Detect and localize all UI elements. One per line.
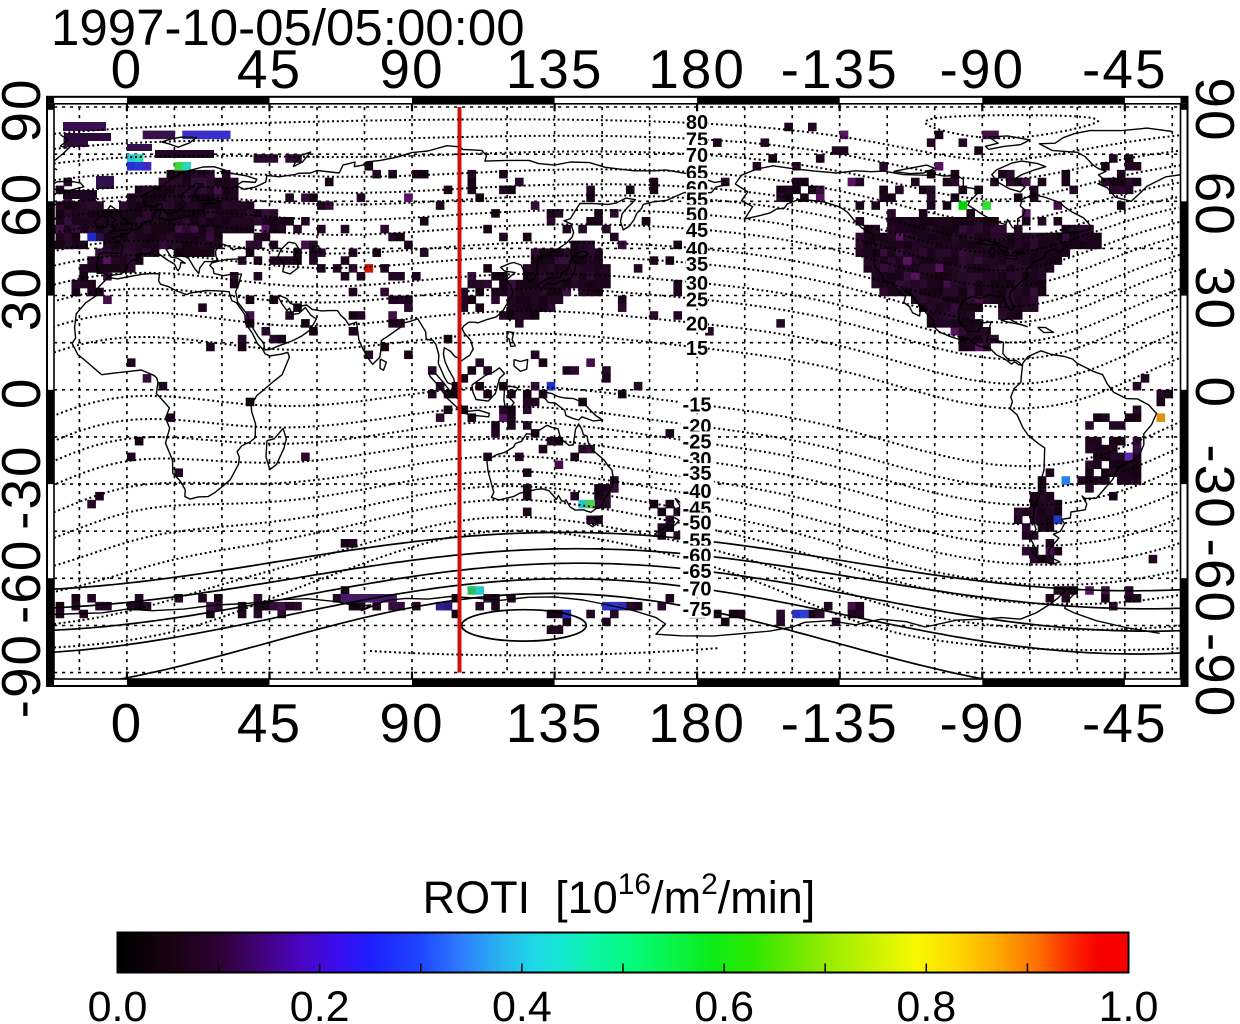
svg-text:90: 90	[0, 77, 52, 142]
svg-text:180: 180	[648, 38, 746, 100]
svg-text:45: 45	[237, 38, 302, 100]
svg-text:0: 0	[111, 692, 144, 754]
svg-text:-30: -30	[0, 444, 52, 529]
svg-text:-65: -65	[683, 561, 712, 583]
svg-text:90: 90	[1184, 77, 1240, 142]
svg-text:180: 180	[648, 692, 746, 754]
svg-text:0.6: 0.6	[694, 983, 754, 1024]
svg-text:30: 30	[0, 266, 52, 331]
svg-text:0: 0	[111, 38, 144, 100]
svg-text:-40: -40	[683, 481, 712, 503]
svg-text:60: 60	[1184, 172, 1240, 237]
svg-text:25: 25	[686, 290, 708, 312]
svg-text:-45: -45	[1082, 692, 1168, 754]
svg-text:-70: -70	[683, 579, 712, 601]
svg-text:0.0: 0.0	[88, 983, 148, 1024]
svg-text:70: 70	[686, 145, 708, 167]
svg-text:1.0: 1.0	[1099, 983, 1159, 1024]
svg-text:-90: -90	[0, 633, 52, 719]
svg-text:30: 30	[1184, 266, 1240, 331]
svg-text:0.8: 0.8	[896, 983, 956, 1024]
svg-text:45: 45	[686, 220, 708, 242]
svg-text:0.4: 0.4	[492, 983, 552, 1024]
svg-text:-15: -15	[683, 395, 712, 417]
svg-text:20: 20	[686, 314, 708, 336]
svg-text:-60: -60	[1184, 539, 1240, 625]
svg-text:-50: -50	[683, 513, 712, 535]
svg-text:135: 135	[506, 692, 604, 754]
svg-text:90: 90	[379, 38, 444, 100]
svg-text:-135: -135	[781, 692, 899, 754]
svg-text:-25: -25	[683, 431, 712, 453]
svg-text:-90: -90	[1184, 633, 1240, 719]
svg-text:80: 80	[686, 112, 708, 134]
svg-text:90: 90	[379, 692, 444, 754]
svg-text:0: 0	[0, 377, 52, 410]
svg-text:-75: -75	[683, 599, 712, 621]
svg-text:1997-10-05/05:00:00: 1997-10-05/05:00:00	[51, 0, 525, 56]
svg-text:-90: -90	[940, 692, 1026, 754]
svg-text:-35: -35	[683, 463, 712, 485]
svg-text:0: 0	[1184, 377, 1240, 410]
svg-text:-45: -45	[1082, 38, 1168, 100]
svg-text:135: 135	[506, 38, 604, 100]
svg-text:45: 45	[237, 692, 302, 754]
svg-text:60: 60	[0, 172, 52, 237]
svg-text:-30: -30	[1184, 444, 1240, 529]
svg-text:0.2: 0.2	[290, 983, 350, 1024]
svg-text:-135: -135	[781, 38, 899, 100]
svg-text:35: 35	[686, 254, 708, 276]
svg-text:15: 15	[686, 338, 708, 360]
svg-text:-90: -90	[940, 38, 1026, 100]
svg-text:-60: -60	[0, 539, 52, 625]
